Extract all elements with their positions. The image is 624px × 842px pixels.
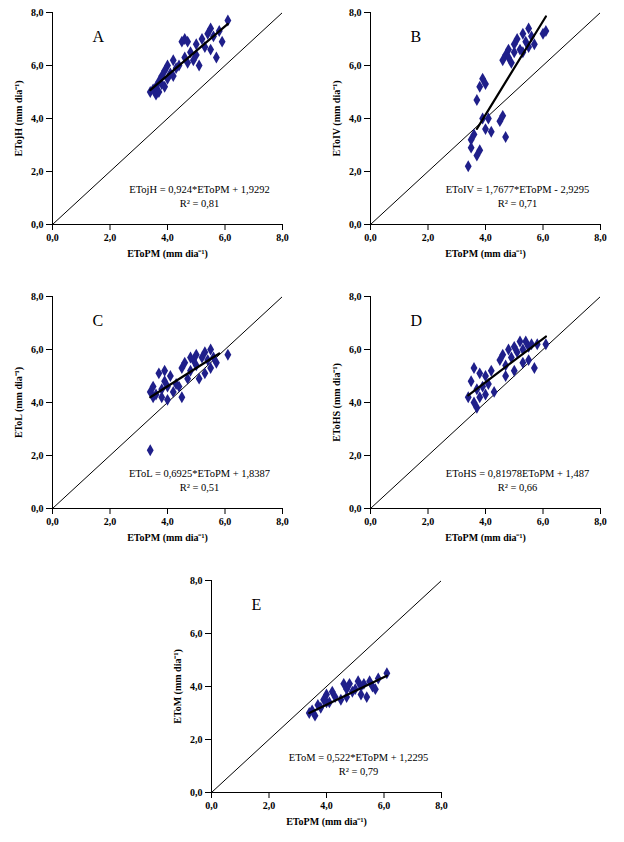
svg-text:2,0: 2,0 <box>104 516 117 527</box>
svg-text:8,0: 8,0 <box>435 800 448 811</box>
svg-text:0,0: 0,0 <box>349 219 362 230</box>
svg-text:EToHS (mm dia⁻¹): EToHS (mm dia⁻¹) <box>331 363 343 441</box>
svg-text:8,0: 8,0 <box>31 7 44 18</box>
svg-text:2,0: 2,0 <box>31 450 44 461</box>
svg-text:4,0: 4,0 <box>320 800 333 811</box>
svg-text:R² = 0,66: R² = 0,66 <box>498 482 538 493</box>
svg-text:8,0: 8,0 <box>31 291 44 302</box>
svg-text:2,0: 2,0 <box>31 166 44 177</box>
svg-text:EToHS = 0,81978EToPM + 1,487: EToHS = 0,81978EToPM + 1,487 <box>446 468 589 479</box>
svg-text:0,0: 0,0 <box>349 503 362 514</box>
svg-text:EToPM (mm dia⁻¹): EToPM (mm dia⁻¹) <box>127 532 208 544</box>
svg-text:2,0: 2,0 <box>422 232 435 243</box>
svg-text:6,0: 6,0 <box>190 628 203 639</box>
svg-text:0,0: 0,0 <box>364 516 377 527</box>
svg-text:4,0: 4,0 <box>161 516 174 527</box>
svg-text:2,0: 2,0 <box>104 232 117 243</box>
svg-text:2,0: 2,0 <box>263 800 276 811</box>
svg-text:4,0: 4,0 <box>479 516 492 527</box>
svg-text:2,0: 2,0 <box>190 734 203 745</box>
svg-text:EToPM (mm dia⁻¹): EToPM (mm dia⁻¹) <box>445 248 526 260</box>
svg-text:R² = 0,81: R² = 0,81 <box>180 198 220 209</box>
svg-text:6,0: 6,0 <box>219 516 232 527</box>
svg-text:EToPM (mm dia⁻¹): EToPM (mm dia⁻¹) <box>127 248 208 260</box>
svg-text:4,0: 4,0 <box>31 113 44 124</box>
svg-text:D: D <box>411 312 423 329</box>
svg-text:4,0: 4,0 <box>349 397 362 408</box>
svg-text:2,0: 2,0 <box>349 450 362 461</box>
svg-text:2,0: 2,0 <box>349 166 362 177</box>
svg-text:4,0: 4,0 <box>349 113 362 124</box>
svg-text:B: B <box>411 28 422 45</box>
svg-text:EToPM (mm dia⁻¹): EToPM (mm dia⁻¹) <box>286 816 367 828</box>
svg-text:8,0: 8,0 <box>349 7 362 18</box>
svg-text:8,0: 8,0 <box>276 516 289 527</box>
svg-text:8,0: 8,0 <box>594 232 607 243</box>
svg-text:6,0: 6,0 <box>378 800 391 811</box>
svg-text:R² = 0,79: R² = 0,79 <box>339 766 379 777</box>
svg-text:6,0: 6,0 <box>537 232 550 243</box>
svg-text:R² = 0,71: R² = 0,71 <box>498 198 538 209</box>
svg-text:0,0: 0,0 <box>364 232 377 243</box>
svg-text:6,0: 6,0 <box>219 232 232 243</box>
svg-text:EToL (mm dia⁻¹): EToL (mm dia⁻¹) <box>13 367 25 438</box>
svg-text:A: A <box>93 28 105 45</box>
svg-text:0,0: 0,0 <box>31 219 44 230</box>
svg-text:ETojH (mm dia⁻¹): ETojH (mm dia⁻¹) <box>13 80 25 156</box>
svg-text:0,0: 0,0 <box>46 232 59 243</box>
svg-text:8,0: 8,0 <box>190 575 203 586</box>
svg-text:0,0: 0,0 <box>205 800 218 811</box>
svg-text:C: C <box>93 312 104 329</box>
svg-text:EToL = 0,6925*EToPM + 1,8387: EToL = 0,6925*EToPM + 1,8387 <box>129 468 270 479</box>
svg-text:E: E <box>252 596 262 613</box>
svg-text:EToM (mm dia⁻¹): EToM (mm dia⁻¹) <box>172 649 184 724</box>
svg-text:6,0: 6,0 <box>31 60 44 71</box>
svg-text:EToM = 0,522*EToPM + 1,2295: EToM = 0,522*EToPM + 1,2295 <box>289 752 428 763</box>
svg-text:6,0: 6,0 <box>349 60 362 71</box>
svg-text:8,0: 8,0 <box>594 516 607 527</box>
svg-text:4,0: 4,0 <box>161 232 174 243</box>
svg-text:ETojH = 0,924*EToPM + 1,9292: ETojH = 0,924*EToPM + 1,9292 <box>129 184 269 195</box>
svg-text:4,0: 4,0 <box>31 397 44 408</box>
svg-text:0,0: 0,0 <box>31 503 44 514</box>
svg-text:R² = 0,51: R² = 0,51 <box>180 482 220 493</box>
svg-text:6,0: 6,0 <box>31 344 44 355</box>
svg-text:4,0: 4,0 <box>479 232 492 243</box>
svg-text:6,0: 6,0 <box>537 516 550 527</box>
svg-text:6,0: 6,0 <box>349 344 362 355</box>
svg-text:8,0: 8,0 <box>276 232 289 243</box>
svg-text:4,0: 4,0 <box>190 681 203 692</box>
svg-text:8,0: 8,0 <box>349 291 362 302</box>
svg-text:EToIV = 1,7677*EToPM - 2,9295: EToIV = 1,7677*EToPM - 2,9295 <box>446 184 590 195</box>
svg-text:0,0: 0,0 <box>46 516 59 527</box>
svg-text:EToPM (mm dia⁻¹): EToPM (mm dia⁻¹) <box>445 532 526 544</box>
svg-text:2,0: 2,0 <box>422 516 435 527</box>
svg-text:EToIV (mm dia⁻¹): EToIV (mm dia⁻¹) <box>331 80 343 156</box>
svg-text:0,0: 0,0 <box>190 787 203 798</box>
